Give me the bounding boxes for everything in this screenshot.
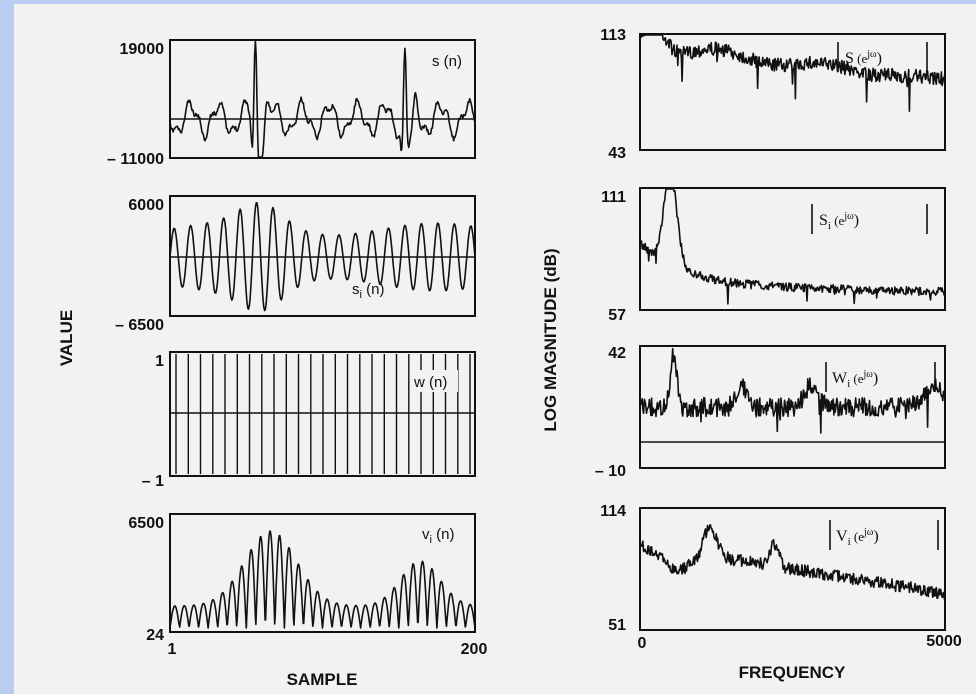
signal-trace: [169, 530, 476, 629]
panel-S: 113 43 S (ejω): [600, 27, 946, 162]
left-y-title: VALUE: [57, 310, 76, 366]
signal-trace: [169, 202, 476, 312]
panel-label: s (n): [432, 53, 462, 70]
signal-trace: [169, 40, 476, 158]
y-tick-bottom: 51: [608, 617, 626, 634]
panel-Si: 111 57 Si (ejω): [601, 187, 946, 324]
panel-vi: 6500 24 vi (n): [128, 513, 476, 644]
y-tick-bottom: – 6500: [115, 317, 164, 334]
panel-frame: [639, 33, 946, 151]
panel-label: Vi (ejω): [836, 527, 879, 548]
label-backdrop: [410, 370, 458, 392]
panel-label: vi (n): [422, 526, 454, 546]
panel-label: S (ejω): [845, 49, 882, 67]
panel-frame: [639, 187, 946, 311]
y-tick-top: 19000: [120, 41, 165, 58]
right-x-start: 0: [638, 635, 647, 652]
y-tick-bottom: 57: [608, 307, 626, 324]
spectrum-trace: [639, 188, 946, 305]
spectrum-trace: [639, 347, 946, 434]
panel-frame: [169, 351, 476, 477]
y-tick-bottom: – 10: [595, 463, 626, 480]
panel-Wi: 42 – 10 Wi (ejω): [595, 345, 946, 480]
right-x-title: FREQUENCY: [739, 663, 846, 682]
paper-background: [14, 4, 976, 694]
left-x-start: 1: [168, 641, 177, 658]
y-tick-bottom: – 1: [142, 473, 164, 490]
panel-label: si (n): [352, 281, 384, 301]
spectrum-trace: [639, 524, 946, 600]
panel-w: 1 – 1 w (n): [142, 351, 476, 490]
y-tick-bottom: 43: [608, 145, 626, 162]
y-tick-top: 42: [608, 345, 626, 362]
panel-frame: [639, 345, 946, 469]
right-y-title: LOG MAGNITUDE (dB): [541, 248, 560, 431]
left-x-title: SAMPLE: [287, 670, 358, 689]
right-x-end: 5000: [926, 633, 962, 650]
panel-si: 6000 – 6500 si (n): [115, 195, 476, 334]
panel-frame: [639, 507, 946, 631]
panel-Vi: 114 51 Vi (ejω): [600, 503, 946, 634]
panel-s: 19000 – 11000 s (n): [107, 39, 476, 168]
panel-label: Wi (ejω): [832, 369, 878, 390]
y-tick-top: 114: [600, 503, 626, 520]
y-tick-bottom: – 11000: [107, 151, 164, 168]
y-tick-bottom: 24: [146, 627, 164, 644]
y-tick-top: 6500: [128, 515, 164, 532]
y-tick-top: 113: [600, 27, 626, 44]
panel-label: Si (ejω): [819, 211, 859, 232]
y-tick-top: 6000: [128, 197, 164, 214]
y-tick-top: 1: [155, 353, 164, 370]
panel-label: w (n): [413, 374, 447, 391]
left-x-end: 200: [461, 641, 488, 658]
y-tick-top: 111: [601, 189, 626, 206]
panel-frame: [169, 513, 476, 633]
panel-frame: [169, 39, 476, 159]
spectrum-trace: [639, 34, 946, 112]
